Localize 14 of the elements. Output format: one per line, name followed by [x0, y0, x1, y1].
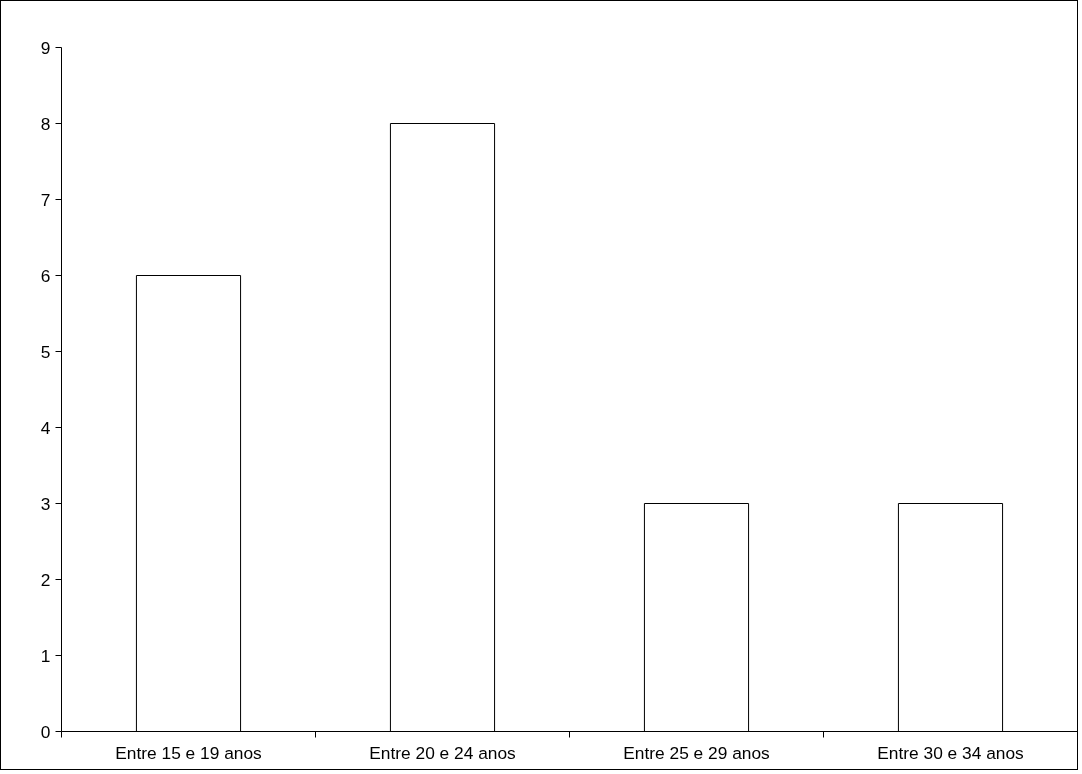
y-tick-label: 5	[40, 341, 51, 362]
x-tick-label: Entre 25 e 29 anos	[623, 742, 771, 763]
x-tick-label: Entre 20 e 24 anos	[369, 742, 517, 763]
y-tick-label: 6	[40, 265, 51, 286]
y-tick-label: 4	[40, 417, 51, 438]
y-tick-label: 0	[40, 721, 51, 742]
y-tick-label: 7	[40, 189, 51, 210]
y-tick-label: 8	[40, 113, 51, 134]
x-tick-label: Entre 30 e 34 anos	[877, 742, 1025, 763]
y-tick-label: 1	[40, 645, 51, 666]
y-tick-label: 3	[40, 493, 51, 514]
y-tick-label: 2	[40, 569, 51, 590]
x-tick-label: Entre 15 e 19 anos	[115, 742, 263, 763]
y-tick-label: 9	[40, 37, 51, 58]
